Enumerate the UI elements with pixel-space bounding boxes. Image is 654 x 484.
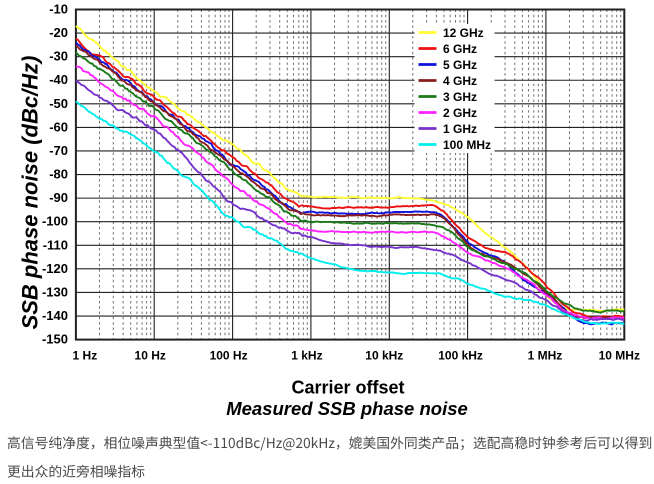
svg-text:6 GHz: 6 GHz [443,42,477,56]
svg-text:4 GHz: 4 GHz [443,74,477,88]
svg-text:-10: -10 [49,2,68,17]
svg-text:1 Hz: 1 Hz [73,349,98,363]
svg-text:10 kHz: 10 kHz [365,349,403,363]
svg-text:3 GHz: 3 GHz [443,90,477,104]
svg-text:-60: -60 [49,119,68,134]
svg-text:5 GHz: 5 GHz [443,58,477,72]
svg-text:-110: -110 [43,237,68,252]
svg-text:-140: -140 [42,308,68,323]
svg-text:1 kHz: 1 kHz [291,349,322,363]
svg-text:Carrier offset: Carrier offset [291,378,404,398]
svg-text:-50: -50 [49,96,68,111]
svg-text:100 Hz: 100 Hz [210,349,248,363]
svg-text:1 MHz: 1 MHz [528,349,563,363]
svg-text:-100: -100 [42,214,68,229]
svg-text:100 MHz: 100 MHz [443,138,491,152]
svg-text:2 GHz: 2 GHz [443,106,477,120]
svg-text:Measured SSB phase noise: Measured SSB phase noise [226,398,468,419]
svg-text:SSB phase noise (dBc/Hz): SSB phase noise (dBc/Hz) [17,56,42,330]
svg-text:-80: -80 [49,167,68,182]
svg-text:-90: -90 [49,190,68,205]
svg-text:12 GHz: 12 GHz [443,26,484,40]
svg-text:10 MHz: 10 MHz [599,349,640,363]
svg-text:10 Hz: 10 Hz [135,349,166,363]
svg-text:-70: -70 [49,143,68,158]
svg-text:-40: -40 [49,72,68,87]
svg-text:1 GHz: 1 GHz [443,122,477,136]
svg-text:-130: -130 [42,284,68,299]
svg-text:-20: -20 [49,25,68,40]
svg-text:100 kHz: 100 kHz [438,349,483,363]
svg-text:-150: -150 [42,332,68,347]
svg-text:-30: -30 [49,49,68,64]
svg-text:-120: -120 [42,261,68,276]
